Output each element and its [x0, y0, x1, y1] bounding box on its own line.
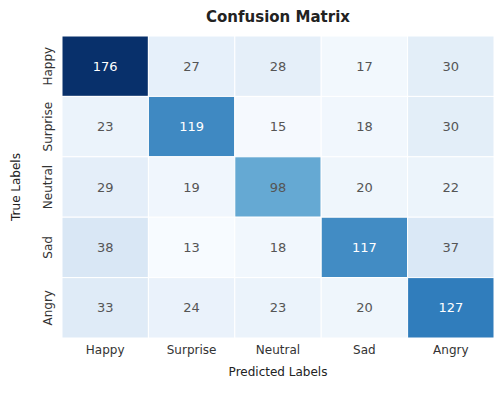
title: Confusion Matrix — [206, 8, 350, 26]
cell — [321, 36, 407, 96]
cell — [321, 217, 407, 277]
cells — [62, 36, 494, 338]
cell — [148, 278, 234, 338]
cell-label: 27 — [183, 59, 200, 74]
cell — [62, 36, 148, 96]
cell-label: 37 — [443, 240, 460, 255]
x-axis: Happy Surprise Neutral Sad Angry Predicted La… — [86, 343, 469, 379]
cell — [321, 96, 407, 156]
cell-label: 20 — [356, 300, 373, 315]
cell-label: 38 — [97, 240, 114, 255]
x-tick-label: Sad — [353, 343, 376, 357]
cell-label: 117 — [352, 240, 377, 255]
y-axis: Happy Surprise Neutral Sad Angry True Labels — [9, 47, 55, 326]
y-tick-label: Neutral — [41, 165, 55, 209]
cell-label: 24 — [183, 300, 200, 315]
x-tick-label: Happy — [86, 343, 125, 357]
cell — [235, 217, 321, 277]
cell-label: 23 — [97, 119, 114, 134]
x-tick-label: Angry — [433, 343, 468, 357]
cell-label: 17 — [356, 59, 373, 74]
cell — [235, 278, 321, 338]
cell-labels: 176 27 28 17 30 23 119 15 18 30 29 19 98 20 22 38 13 18 11… — [93, 59, 463, 316]
cell — [62, 96, 148, 156]
y-tick-label: Surprise — [41, 102, 55, 152]
cell — [408, 278, 494, 338]
cell — [148, 157, 234, 217]
cell — [408, 157, 494, 217]
chart: Confusion Matrix 176 27 28 17 30 23 119 15 18 30 29… — [0, 0, 504, 398]
cell — [148, 36, 234, 96]
cell-label: 28 — [270, 59, 287, 74]
cell — [62, 157, 148, 217]
x-axis-label: Predicted Labels — [229, 365, 328, 379]
cell-label: 18 — [356, 119, 373, 134]
x-tick-label: Neutral — [256, 343, 300, 357]
x-tick-label: Surprise — [167, 343, 217, 357]
cell-label: 98 — [270, 180, 287, 195]
cell — [148, 217, 234, 277]
cell-label: 176 — [93, 59, 118, 74]
cell — [408, 96, 494, 156]
cell-label: 20 — [356, 180, 373, 195]
cell-label: 29 — [97, 180, 114, 195]
y-tick-label: Happy — [41, 47, 55, 86]
cell-label: 33 — [97, 300, 114, 315]
cell — [235, 96, 321, 156]
cell — [235, 36, 321, 96]
cell — [62, 217, 148, 277]
cell — [235, 157, 321, 217]
cell-label: 15 — [270, 119, 287, 134]
cell-label: 22 — [443, 180, 460, 195]
cell — [148, 96, 234, 156]
cell — [321, 157, 407, 217]
y-tick-label: Sad — [41, 236, 55, 259]
cell-label: 30 — [443, 119, 460, 134]
cell — [408, 217, 494, 277]
cell-label: 119 — [179, 119, 204, 134]
cell-label: 30 — [443, 59, 460, 74]
cell-label: 19 — [183, 180, 200, 195]
cell — [408, 36, 494, 96]
y-tick-label: Angry — [41, 290, 55, 325]
cell-label: 23 — [270, 300, 287, 315]
cell-label: 13 — [183, 240, 200, 255]
chart-container: Confusion Matrix 176 27 28 17 30 23 119 15 18 30 29… — [0, 0, 504, 398]
cell-label: 127 — [438, 300, 463, 315]
cell-label: 18 — [270, 240, 287, 255]
cell — [62, 278, 148, 338]
y-axis-label: True Labels — [9, 153, 23, 222]
cell — [321, 278, 407, 338]
